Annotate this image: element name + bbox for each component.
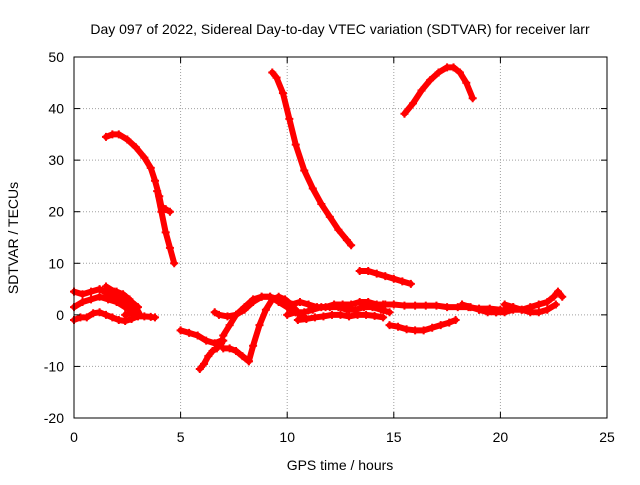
series-segment <box>292 141 308 174</box>
series-segment <box>158 208 169 236</box>
series-segment <box>122 309 137 318</box>
series-arc-2 <box>153 187 179 268</box>
x-tick-label: 20 <box>493 429 509 445</box>
plot-frame <box>73 56 608 419</box>
series-segment <box>463 79 476 102</box>
series-segment <box>250 322 263 349</box>
chart-title: Day 097 of 2022, Sidereal Day-to-day VTE… <box>90 21 590 37</box>
x-tick-label: 15 <box>386 429 402 445</box>
series-segment <box>279 90 293 122</box>
y-tick-label: 10 <box>48 255 64 271</box>
series-arc-1 <box>101 130 174 216</box>
series-arc-17 <box>283 303 394 319</box>
series-arc-18 <box>293 310 388 325</box>
x-tick-label: 5 <box>177 429 185 445</box>
y-tick-label: -10 <box>44 358 64 374</box>
series-arc-7 <box>70 292 138 317</box>
series-segment <box>162 206 173 215</box>
series-segment <box>286 115 299 148</box>
series-arc-3 <box>268 68 356 250</box>
series-arc-5 <box>355 267 415 288</box>
series-segment <box>147 313 159 321</box>
x-tick-label: 10 <box>279 429 295 445</box>
y-tick-label: 0 <box>56 307 64 323</box>
series-arc-9 <box>70 308 160 326</box>
series-segment <box>132 304 144 318</box>
series-arc-12 <box>195 336 228 374</box>
series-arc-10 <box>112 287 145 319</box>
series-segment <box>218 337 227 347</box>
y-axis-label: SDTVAR / TECUs <box>5 182 21 294</box>
series-segment <box>301 167 316 192</box>
series-segment <box>343 237 355 249</box>
data-series <box>70 63 567 374</box>
series-segment <box>154 188 165 215</box>
y-tick-label: 30 <box>48 152 64 168</box>
y-tick-label: -20 <box>44 410 64 426</box>
series-arc-21 <box>385 316 460 335</box>
series-arc-4 <box>400 63 477 118</box>
x-tick-label: 25 <box>599 429 615 445</box>
x-axis-label: GPS time / hours <box>287 457 394 473</box>
y-tick-label: 20 <box>48 204 64 220</box>
series-segment <box>544 301 559 313</box>
axis-ticks: 0 5 10 15 20 25 -20 -10 0 10 20 30 40 50 <box>44 49 615 445</box>
y-tick-label: 40 <box>48 101 64 117</box>
series-segment <box>378 306 393 316</box>
x-tick-label: 0 <box>70 429 78 445</box>
series-segment <box>371 312 387 321</box>
y-tick-label: 50 <box>48 49 64 65</box>
series-segment <box>554 288 566 300</box>
series-segment <box>399 278 414 287</box>
series-segment <box>166 244 178 267</box>
series-arc-24 <box>500 300 560 317</box>
series-segment <box>446 317 459 326</box>
